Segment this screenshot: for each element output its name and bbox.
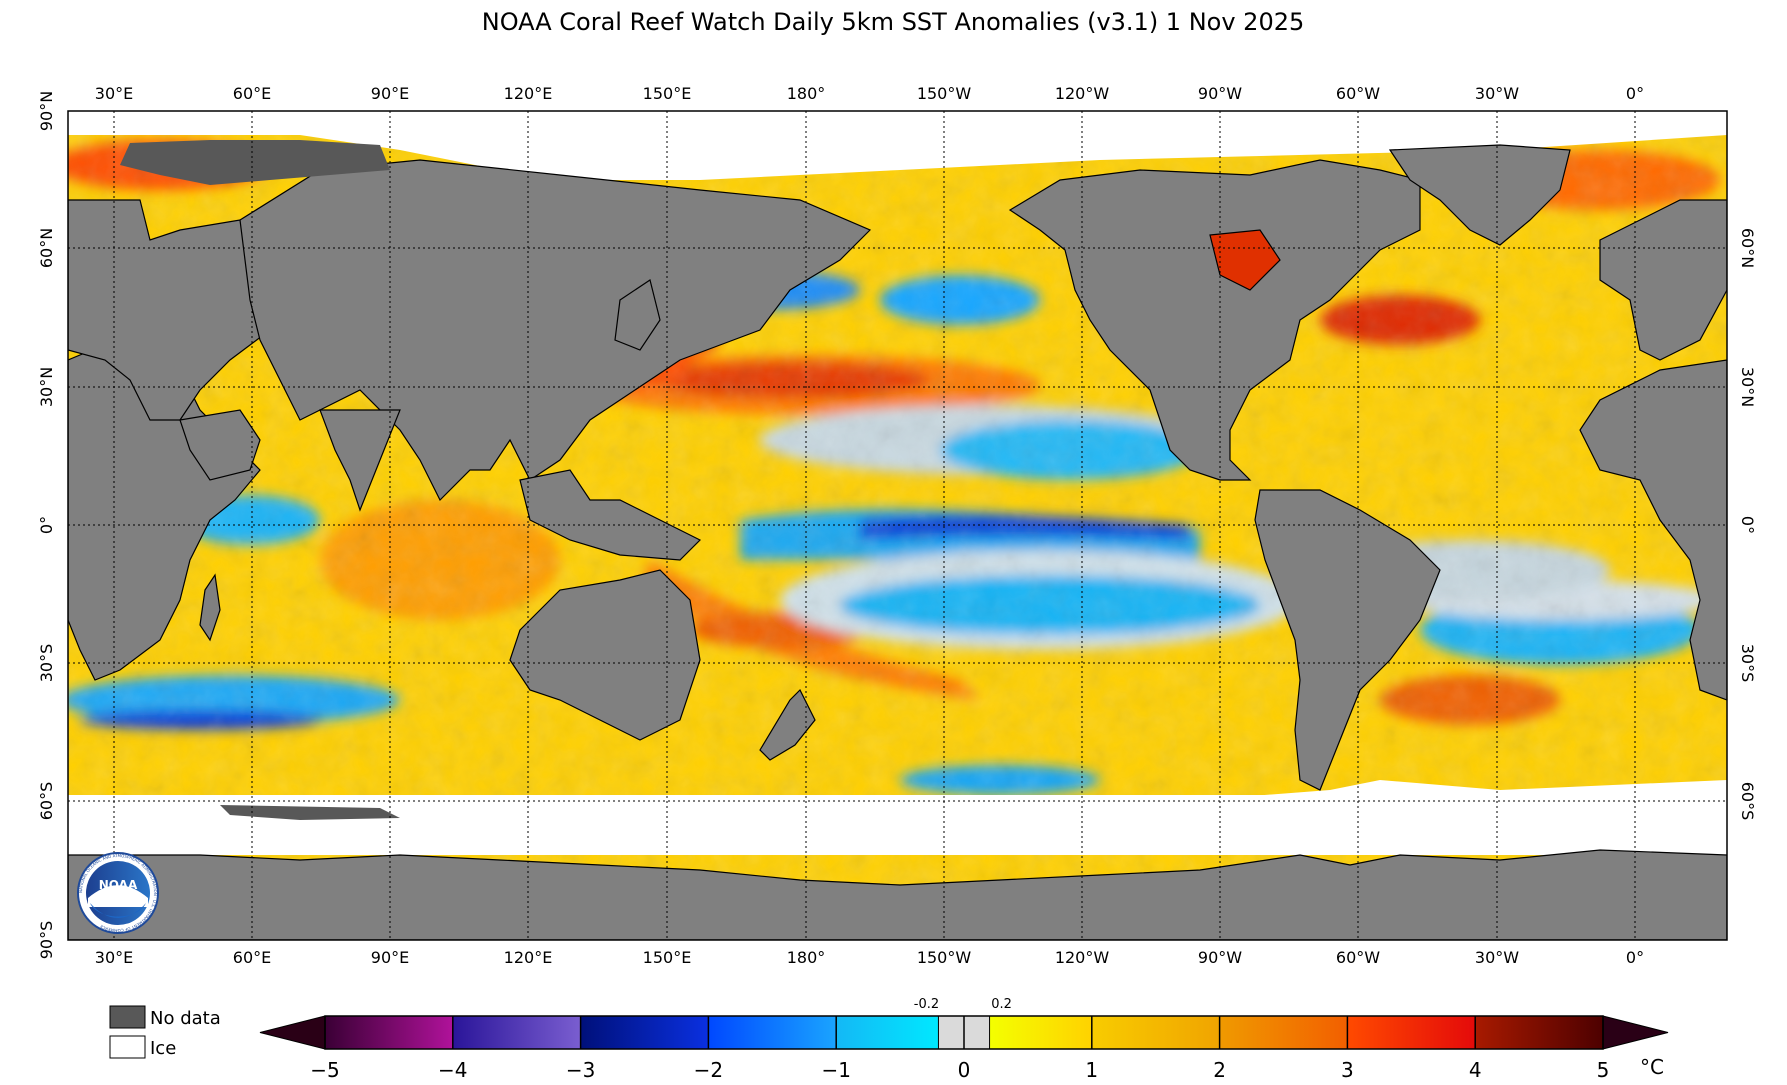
latitude-label-left: 90°N <box>37 91 56 131</box>
longitude-label-top: 120°E <box>504 84 553 103</box>
no-data-regions <box>120 140 400 820</box>
latitude-label-left: 30°N <box>37 367 56 407</box>
longitude-label-bottom: 180° <box>787 948 826 967</box>
latitude-label-right: 0° <box>1738 516 1757 534</box>
longitude-label-bottom: 0° <box>1626 948 1644 967</box>
colorbar-segment <box>1475 1016 1603 1049</box>
colorbar-segment <box>989 1016 1092 1049</box>
longitude-label-bottom: 150°E <box>643 948 692 967</box>
latitude-labels-left: 90°N 60°N 30°N 0° 30°S 60°S 90°S <box>37 91 56 959</box>
colorbar-tick-label: −3 <box>566 1058 595 1082</box>
longitude-label-top: 120°W <box>1055 84 1110 103</box>
latitude-label-right: 60°S <box>1738 782 1757 821</box>
colorbar-segment <box>325 1016 453 1049</box>
longitude-label-top: 90°W <box>1198 84 1242 103</box>
colorbar-segment <box>708 1016 837 1049</box>
map-area <box>68 111 1727 940</box>
longitude-label-top: 180° <box>787 84 826 103</box>
latitude-label-right: 60°N <box>1738 228 1757 268</box>
latitude-label-left: 60°S <box>37 782 56 821</box>
land-masses <box>68 144 1727 940</box>
noaa-logo: NOAA NATIONAL OCEANIC AND ATMOSPHERIC AD… <box>77 852 159 934</box>
colorbar-tick-label: 4 <box>1469 1058 1482 1082</box>
longitude-label-top: 150°W <box>917 84 972 103</box>
colorbar-arrow-high <box>1602 1015 1669 1050</box>
colorbar-tick-label: −4 <box>438 1058 467 1082</box>
ice-regions <box>68 111 1727 855</box>
latitude-label-left: 30°S <box>37 644 56 683</box>
longitude-label-bottom: 90°E <box>371 948 409 967</box>
longitude-label-bottom: 60°E <box>233 948 271 967</box>
colorbar-segment <box>1219 1016 1348 1049</box>
longitude-label-top: 60°E <box>233 84 271 103</box>
colorbar-tick-label: 2 <box>1213 1058 1226 1082</box>
longitude-label-top: 60°W <box>1336 84 1380 103</box>
colorbar-unit: °C <box>1640 1055 1664 1079</box>
longitude-labels-bottom: 30°E 60°E 90°E 120°E 150°E 180° 150°W 120°W 90°W… <box>95 948 1644 967</box>
colorbar-frame <box>324 1015 1604 1050</box>
latitude-label-right: 30°N <box>1738 367 1757 407</box>
latitude-label-right: 30°S <box>1738 644 1757 683</box>
colorbar-tick-label: −1 <box>821 1058 850 1082</box>
colorbar-segment <box>1347 1016 1476 1049</box>
colorbar-small-label: 0.2 <box>991 997 1012 1012</box>
noaa-logo-text: NOAA <box>99 878 138 892</box>
no-data-label: No data <box>150 1008 221 1029</box>
colorbar-tick-label: 5 <box>1597 1058 1610 1082</box>
longitude-label-bottom: 60°W <box>1336 948 1380 967</box>
colorbar-tick-label: 0 <box>958 1058 971 1082</box>
longitude-label-bottom: 30°E <box>95 948 133 967</box>
colorbar-segment <box>580 1016 709 1049</box>
colorbar-segment <box>452 1016 581 1049</box>
longitude-label-bottom: 30°W <box>1475 948 1519 967</box>
longitude-label-top: 90°E <box>371 84 409 103</box>
colorbar-small-label: -0.2 <box>914 997 939 1012</box>
colorbar-segment <box>1091 1016 1220 1049</box>
colorbar-tick-label: 3 <box>1341 1058 1354 1082</box>
longitude-labels-top: 30°E 60°E 90°E 120°E 150°E 180° 150°W 120°W 90°W… <box>95 84 1644 103</box>
ice-swatch <box>109 1035 146 1059</box>
longitude-label-top: 150°E <box>643 84 692 103</box>
latitude-label-left: 60°N <box>37 228 56 268</box>
longitude-label-bottom: 120°E <box>504 948 553 967</box>
no-data-swatch <box>109 1005 146 1029</box>
map-frame <box>67 110 1728 941</box>
legend: No data Ice <box>109 1005 221 1059</box>
longitude-label-top: 30°W <box>1475 84 1519 103</box>
figure-title: NOAA Coral Reef Watch Daily 5km SST Anom… <box>482 8 1305 36</box>
colorbar-arrow-low <box>259 1015 326 1050</box>
longitude-label-top: 30°E <box>95 84 133 103</box>
longitude-label-top: 0° <box>1626 84 1644 103</box>
colorbar-tick-label: −5 <box>310 1058 339 1082</box>
colorbar-segment <box>836 1016 939 1049</box>
latitude-label-left: 90°S <box>37 921 56 960</box>
graticule <box>68 111 1727 940</box>
longitude-label-bottom: 150°W <box>917 948 972 967</box>
latitude-label-left: 0° <box>37 516 56 534</box>
colorbar: −5 −4 −3 −2 −1 0 1 2 3 4 5 -0.2 0.2 °C <box>259 997 1669 1082</box>
colorbar-tick-label: −2 <box>694 1058 723 1082</box>
ice-label: Ice <box>150 1038 176 1059</box>
colorbar-tick-label: 1 <box>1085 1058 1098 1082</box>
longitude-label-bottom: 90°W <box>1198 948 1242 967</box>
longitude-label-bottom: 120°W <box>1055 948 1110 967</box>
latitude-labels-right: 60°N 30°N 0° 30°S 60°S <box>1738 228 1757 820</box>
